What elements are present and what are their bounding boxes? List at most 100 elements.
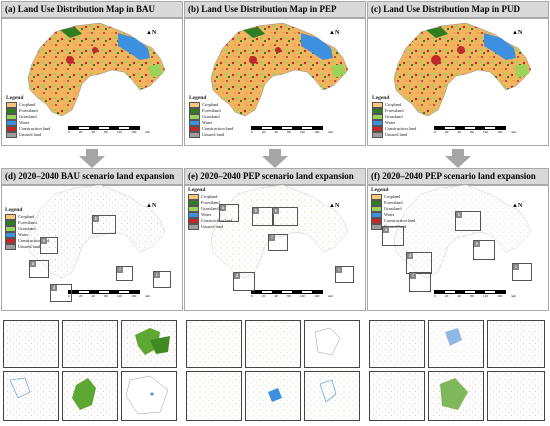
grassland-swatch xyxy=(188,206,199,212)
selection-box-d xyxy=(406,252,432,274)
zoom-bau-f: f xyxy=(121,371,177,421)
box-label-d: d xyxy=(407,253,413,259)
legend-item: Forestland xyxy=(6,108,50,114)
cropland-swatch xyxy=(188,194,199,200)
zoom-bau-d: d xyxy=(3,371,59,421)
legend-item: Forestland xyxy=(372,108,416,114)
zoom-pep-b: b xyxy=(245,320,301,368)
grassland-swatch xyxy=(189,114,200,120)
legend-item: Grassland xyxy=(188,206,232,212)
cropland-swatch xyxy=(372,102,383,108)
north-label: N xyxy=(334,203,340,209)
zoom-pud-e: e xyxy=(428,371,484,421)
panel-a-title: (a) Land Use Distribution Map in BAU xyxy=(1,1,183,18)
forestland-swatch xyxy=(5,220,16,226)
legend-item: Unused land xyxy=(189,132,233,138)
legend-label: Forestland xyxy=(385,108,404,113)
down-arrow-icon xyxy=(262,156,288,168)
cropland-swatch xyxy=(371,194,382,200)
scale-label: 80 xyxy=(287,294,291,298)
down-arrow-stem-c xyxy=(452,149,464,157)
scale-label: km xyxy=(145,130,150,134)
legend-label: Grassland xyxy=(18,226,36,231)
selection-box-f xyxy=(409,272,431,292)
construction-swatch xyxy=(6,126,17,132)
unused-swatch xyxy=(6,132,17,138)
north-arrow-icon: ▲N xyxy=(329,30,340,36)
scale-label: 120 xyxy=(116,294,122,298)
selection-box-e xyxy=(272,207,298,226)
selection-box-b xyxy=(252,207,274,226)
land-use-map-bau xyxy=(27,22,166,117)
legend-label: Cropland xyxy=(19,102,36,107)
legend-item: Cropland xyxy=(6,102,50,108)
scale-label: 120 xyxy=(116,130,122,134)
north-label: N xyxy=(334,30,340,36)
legend-label: Forestland xyxy=(202,108,221,113)
legend-item: Water xyxy=(189,120,233,126)
scale-label: km xyxy=(511,130,516,134)
legend-label: Unused land xyxy=(202,132,225,137)
down-arrow-icon xyxy=(445,156,471,168)
construction-swatch xyxy=(189,126,200,132)
north-label: N xyxy=(151,203,157,209)
legend-label: Water xyxy=(19,120,30,125)
legend-label: Cropland xyxy=(384,194,401,199)
legend-label: Forestland xyxy=(384,200,403,205)
unused-swatch xyxy=(188,224,199,230)
unused-swatch xyxy=(371,224,382,230)
legend-item: Forestland xyxy=(189,108,233,114)
box-label-b: b xyxy=(93,216,99,222)
construction-swatch xyxy=(188,218,199,224)
zoom-pep-e: e xyxy=(245,371,301,421)
cropland-swatch xyxy=(5,214,16,220)
legend-label: Grassland xyxy=(384,206,402,211)
north-label: N xyxy=(151,30,157,36)
selection-box-a xyxy=(29,260,49,278)
legend-pep: Legend Cropland Forestland Grassland Wat… xyxy=(189,95,233,138)
scale-label: 80 xyxy=(470,130,474,134)
scale-label: 20 xyxy=(444,130,449,134)
water-swatch xyxy=(5,232,16,238)
legend-label: Grassland xyxy=(202,114,220,119)
north-label: N xyxy=(517,203,523,209)
legend-item: Unused land xyxy=(372,132,416,138)
legend-title: Legend xyxy=(372,95,390,101)
down-arrow-icon xyxy=(79,156,105,168)
legend-label: Forestland xyxy=(19,108,38,113)
legend-item: Unused land xyxy=(6,132,50,138)
selection-box-c xyxy=(153,271,171,288)
scale-bar: 0 20 40 80 120 160 km xyxy=(251,126,333,134)
forestland-swatch xyxy=(372,108,383,114)
legend-item: Cropland xyxy=(188,194,232,200)
box-label-a: a xyxy=(383,227,389,233)
legend-item: Unused land xyxy=(188,224,232,230)
scale-bar: 0 20 40 80 120 160 km xyxy=(251,290,333,298)
selection-box-f xyxy=(268,234,288,251)
box-label-c: c xyxy=(513,264,519,270)
scale-label: 20 xyxy=(444,294,449,298)
selection-box-d xyxy=(233,272,255,291)
legend-label: Construction land xyxy=(19,126,51,131)
grassland-swatch xyxy=(371,206,382,212)
zoom-pud-c: c xyxy=(487,320,545,368)
box-label-f: f xyxy=(117,267,123,273)
legend-label: Water xyxy=(385,120,396,125)
down-arrow-stem-a xyxy=(86,149,98,157)
legend-label: Water xyxy=(202,120,213,125)
scale-label: 20 xyxy=(78,130,83,134)
selection-box-b xyxy=(455,211,481,231)
legend-label: Forestland xyxy=(201,200,220,205)
legend-bau: Legend Cropland Forestland Grassland Wat… xyxy=(6,95,50,138)
legend-label: Water xyxy=(201,212,212,217)
scale-label: 0 xyxy=(251,130,253,134)
selection-box-d xyxy=(50,284,72,302)
legend-mid-pep: Legend Cropland Forestland Grassland Wat… xyxy=(188,187,232,230)
scale-label: km xyxy=(328,130,333,134)
unused-swatch xyxy=(372,132,383,138)
legend-label: Unused land xyxy=(201,224,224,229)
construction-swatch xyxy=(372,126,383,132)
box-label-f: f xyxy=(269,235,275,241)
legend-item: Water xyxy=(372,120,416,126)
construction-swatch xyxy=(5,238,16,244)
